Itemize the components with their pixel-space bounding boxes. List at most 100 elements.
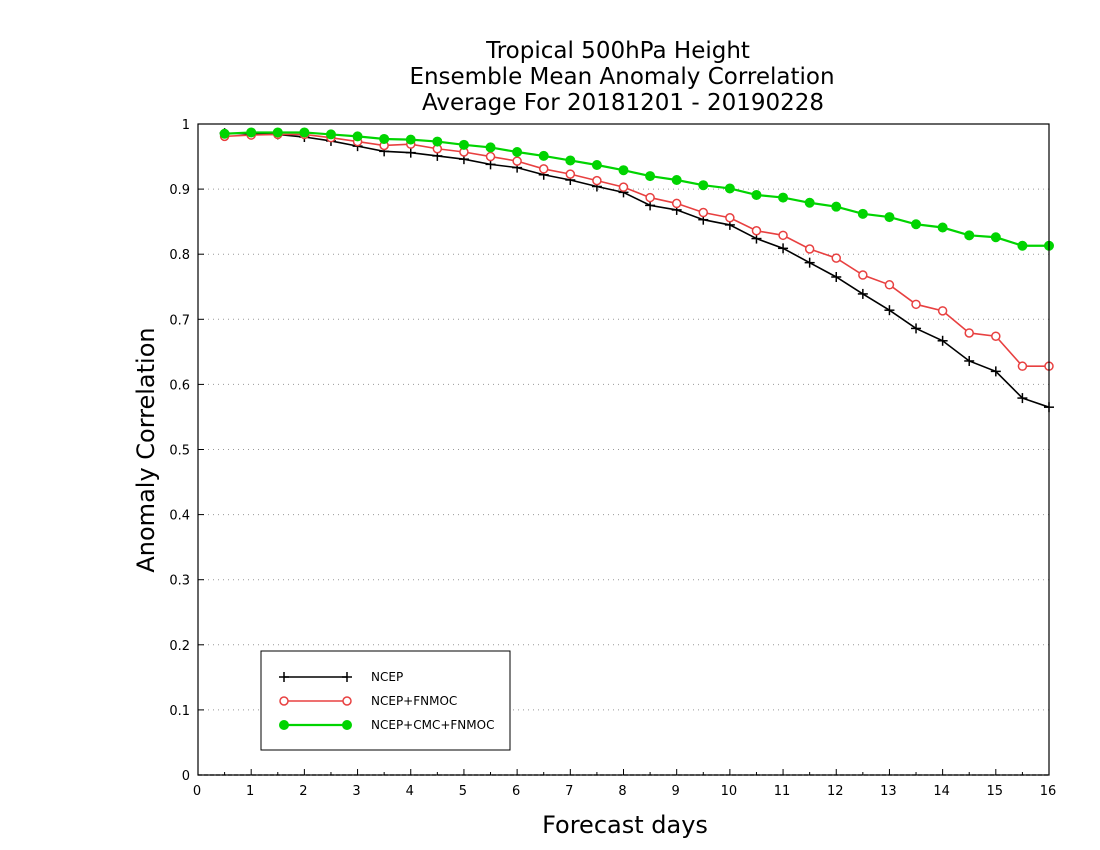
data-point	[937, 306, 948, 316]
data-point	[565, 169, 576, 179]
data-point	[964, 230, 975, 241]
y-tick-label: 0.5	[169, 444, 190, 459]
data-point	[804, 244, 815, 254]
x-tick-label: 6	[512, 784, 520, 799]
y-tick-label: 0.3	[169, 574, 190, 589]
data-point	[618, 182, 629, 192]
data-point	[485, 151, 496, 162]
data-point	[565, 155, 576, 166]
series-ncep-cmc-fnmoc	[219, 127, 1054, 251]
series-layer	[219, 127, 1054, 413]
series-line	[224, 133, 1049, 367]
data-point	[512, 146, 523, 157]
y-tick-label: 0.7	[169, 313, 190, 328]
data-point	[778, 243, 789, 254]
data-point	[698, 207, 709, 218]
legend-label: NCEP	[371, 670, 403, 684]
legend-label: NCEP+CMC+FNMOC	[371, 718, 494, 732]
data-point	[911, 323, 922, 334]
title-line-3: Average For 20181201 - 20190228	[422, 90, 824, 116]
data-point	[246, 127, 257, 138]
legend-marker	[342, 720, 352, 730]
data-point	[538, 150, 549, 161]
data-point	[299, 127, 310, 138]
data-point	[219, 128, 230, 139]
x-axis: 0 1 2 3 4 5 6 7 8 9 10 11 12 13 14 15 16	[193, 769, 1056, 799]
data-point	[831, 253, 841, 263]
data-point	[778, 192, 789, 203]
data-point	[804, 197, 815, 208]
x-axis-label: Forecast days	[542, 811, 708, 839]
data-point	[858, 270, 868, 280]
y-tick-label: 0.6	[169, 378, 190, 393]
legend-label: NCEP+FNMOC	[371, 694, 457, 708]
data-point	[1017, 240, 1028, 251]
title-line-1: Tropical 500hPa Height	[485, 38, 750, 64]
data-point	[405, 134, 416, 145]
data-point	[937, 335, 948, 346]
data-point	[405, 147, 416, 158]
x-tick-label: 0	[193, 784, 201, 799]
data-point	[352, 131, 363, 142]
data-point	[458, 139, 469, 150]
data-point	[1017, 393, 1028, 404]
data-point	[911, 299, 921, 310]
data-point	[751, 189, 762, 200]
data-point	[1017, 361, 1028, 371]
x-tick-label: 13	[880, 784, 897, 799]
data-point	[538, 164, 549, 174]
data-point	[325, 129, 336, 140]
legend-item: NCEP+CMC+FNMOC	[279, 718, 494, 732]
x-tick-label: 3	[352, 784, 360, 799]
y-tick-label: 0.2	[169, 639, 190, 654]
data-point	[645, 171, 656, 182]
x-tick-label: 4	[406, 784, 414, 799]
x-tick-label: 1	[246, 784, 254, 799]
x-tick-label: 10	[721, 784, 738, 799]
data-point	[804, 257, 815, 268]
data-point	[857, 208, 868, 219]
x-tick-label: 12	[827, 784, 844, 799]
y-axis-label: Anomaly Correlation	[132, 327, 160, 572]
data-point	[272, 127, 283, 138]
legend-marker	[279, 696, 289, 706]
legend-item: NCEP+FNMOC	[279, 694, 457, 708]
y-tick-label: 0.9	[169, 183, 190, 198]
data-point	[778, 230, 788, 241]
x-tick-label: 14	[933, 784, 950, 799]
y-tick-label: 0.1	[169, 704, 190, 719]
data-point	[990, 366, 1001, 377]
y-tick-label: 0.4	[169, 509, 190, 524]
legend-marker	[342, 672, 352, 682]
data-point	[671, 198, 682, 209]
data-point	[485, 142, 496, 153]
x-tick-label: 7	[565, 784, 573, 799]
data-point	[592, 175, 602, 186]
data-point	[884, 305, 895, 316]
data-point	[645, 192, 655, 203]
legend: NCEP NCEP+FNMOC NCEP+CMC+FNMOC	[260, 650, 511, 751]
y-tick-label: 0.8	[169, 248, 190, 263]
y-tick-label: 0	[182, 769, 190, 784]
data-point	[724, 183, 735, 194]
data-point	[937, 222, 948, 233]
data-point	[831, 271, 842, 282]
data-point	[964, 355, 975, 366]
data-point	[964, 328, 974, 338]
y-tick-label: 1	[182, 118, 190, 133]
x-tick-label: 2	[299, 784, 307, 799]
legend-marker	[342, 696, 352, 706]
data-point	[884, 212, 895, 223]
x-tick-label: 8	[618, 784, 626, 799]
data-point	[831, 201, 842, 212]
x-tick-label: 15	[987, 784, 1004, 799]
series-line	[224, 132, 1050, 408]
x-tick-label: 5	[459, 784, 467, 799]
legend-marker	[279, 672, 289, 682]
x-tick-label: 9	[672, 784, 680, 799]
x-tick-label: 11	[774, 784, 791, 799]
data-point	[751, 226, 762, 236]
series-ncep	[219, 128, 1054, 413]
data-point	[671, 174, 682, 185]
chart-title: Tropical 500hPa Height Ensemble Mean Ano…	[409, 38, 834, 116]
